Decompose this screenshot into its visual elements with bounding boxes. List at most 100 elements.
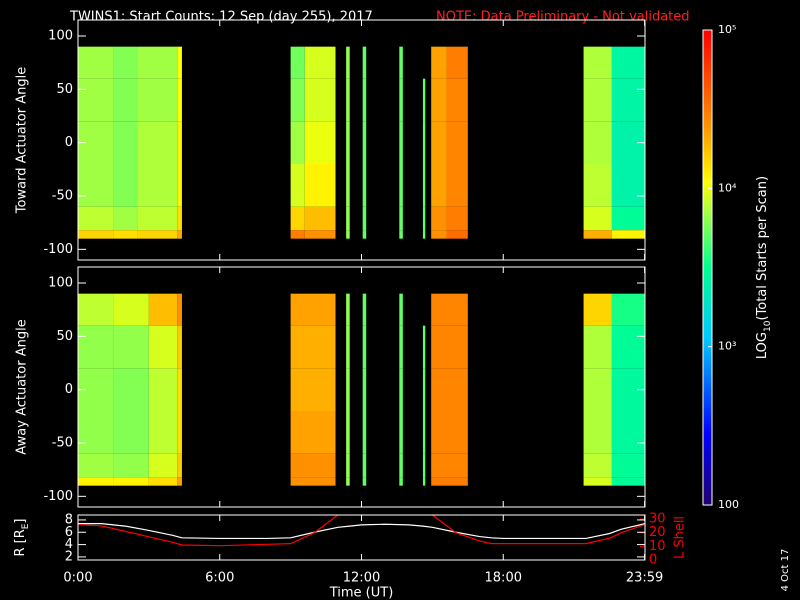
heatmap-cell bbox=[446, 78, 468, 122]
heatmap-cell bbox=[290, 78, 305, 122]
heatmap-cell bbox=[290, 121, 305, 164]
date-stamp: 4 Oct 17 bbox=[780, 549, 791, 592]
heatmap-cell bbox=[346, 121, 350, 164]
heatmap-cell bbox=[290, 477, 336, 486]
heatmap-cell bbox=[611, 411, 645, 454]
heatmap-cell bbox=[611, 46, 645, 79]
heatmap-cell bbox=[399, 325, 403, 369]
heatmap-cell bbox=[148, 411, 178, 454]
heatmap-cell bbox=[611, 230, 645, 239]
heatmap-cell bbox=[137, 164, 178, 207]
y-tick-label: 50 bbox=[56, 329, 73, 344]
colorbar-tick-label: 10³ bbox=[718, 340, 736, 353]
heatmap-cell bbox=[362, 230, 367, 239]
heatmap-cell bbox=[290, 293, 336, 326]
heatmap-cell bbox=[346, 368, 350, 411]
heatmap-cell bbox=[113, 164, 138, 207]
y-axis-label-part: R [R bbox=[13, 529, 28, 556]
heatmap-cell bbox=[148, 293, 178, 326]
panel-frame bbox=[77, 514, 646, 561]
y-axis-label: Toward Actuator Angle bbox=[15, 67, 30, 214]
heatmap-cell bbox=[431, 121, 447, 164]
y-tick-label: 4 bbox=[65, 537, 73, 552]
heatmap-cell bbox=[422, 477, 426, 486]
y-tick-label: -50 bbox=[52, 189, 73, 204]
heatmap-cell bbox=[113, 46, 138, 79]
heatmap-cell bbox=[399, 477, 403, 486]
heatmap-cell bbox=[137, 206, 178, 231]
colorbar-tick-label: 100 bbox=[718, 498, 739, 511]
heatmap-cell bbox=[177, 453, 182, 478]
heatmap-cell bbox=[583, 411, 612, 454]
heatmap-cell bbox=[78, 206, 114, 231]
heatmap-cell bbox=[137, 78, 178, 122]
y2-tick-label: 20 bbox=[649, 525, 666, 540]
x-tick-label: 23:59 bbox=[626, 571, 663, 586]
x-axis-label: Time (UT) bbox=[329, 586, 394, 600]
heatmap-cell bbox=[78, 164, 114, 207]
heatmap-cell bbox=[304, 230, 336, 239]
heatmap-cell bbox=[113, 230, 138, 239]
heatmap-cell bbox=[362, 453, 367, 478]
heatmap-cell bbox=[431, 46, 447, 79]
heatmap-cell bbox=[583, 78, 612, 122]
heatmap-cell bbox=[137, 230, 178, 239]
plot-area bbox=[78, 293, 645, 486]
heatmap-cell bbox=[78, 46, 114, 79]
heatmap-cell bbox=[399, 411, 403, 454]
y-axis-label: Away Actuator Angle bbox=[15, 319, 30, 454]
heatmap-cell bbox=[399, 121, 403, 164]
heatmap-cell bbox=[304, 121, 336, 164]
heatmap-cell bbox=[177, 477, 182, 486]
heatmap-cell bbox=[362, 368, 367, 411]
heatmap-cell bbox=[431, 325, 468, 369]
heatmap-cell bbox=[611, 206, 645, 231]
heatmap-cell bbox=[177, 78, 182, 122]
heatmap-cell bbox=[583, 46, 612, 79]
heatmap-cell bbox=[446, 46, 468, 79]
y-tick-label: 100 bbox=[48, 29, 73, 44]
y-axis-label-part: ] bbox=[13, 518, 28, 523]
heatmap-cell bbox=[583, 164, 612, 207]
panel-frame bbox=[77, 19, 646, 261]
heatmap-cell bbox=[148, 477, 178, 486]
heatmap-cell bbox=[362, 293, 367, 326]
heatmap-cell bbox=[583, 293, 612, 326]
heatmap-cell bbox=[346, 206, 350, 231]
heatmap-cell bbox=[583, 121, 612, 164]
heatmap-cell bbox=[177, 164, 182, 207]
heatmap-cell bbox=[290, 164, 305, 207]
heatmap-cell bbox=[422, 78, 426, 122]
heatmap-cell bbox=[290, 453, 336, 478]
heatmap-cell bbox=[177, 411, 182, 454]
y2-tick-label: 10 bbox=[649, 539, 666, 554]
panel-frame bbox=[77, 266, 646, 508]
colorbar-label-part: 10 bbox=[763, 320, 773, 332]
heatmap-cell bbox=[399, 293, 403, 326]
y2-tick-label: 0 bbox=[649, 553, 657, 568]
heatmap-cell bbox=[177, 325, 182, 369]
y-tick-label: 0 bbox=[65, 382, 73, 397]
heatmap-cell bbox=[78, 477, 114, 486]
data-line bbox=[78, 515, 339, 547]
heatmap-cell bbox=[362, 121, 367, 164]
heatmap-cell bbox=[362, 78, 367, 122]
heatmap-cell bbox=[346, 453, 350, 478]
x-tick-label: 18:00 bbox=[485, 571, 522, 586]
colorbar bbox=[702, 29, 713, 506]
heatmap-cell bbox=[446, 121, 468, 164]
y-tick-label: -50 bbox=[52, 436, 73, 451]
heatmap-cell bbox=[431, 368, 468, 411]
heatmap-cell bbox=[113, 453, 149, 478]
plot-area bbox=[78, 46, 645, 239]
heatmap-cell bbox=[113, 368, 149, 411]
heatmap-cell bbox=[304, 164, 336, 207]
y2-tick-label: 30 bbox=[649, 512, 666, 527]
heatmap-cell bbox=[148, 368, 178, 411]
heatmap-cell bbox=[431, 477, 468, 486]
heatmap-cell bbox=[446, 206, 468, 231]
y-tick-label: 50 bbox=[56, 82, 73, 97]
heatmap-cell bbox=[399, 164, 403, 207]
heatmap-cell bbox=[346, 293, 350, 326]
heatmap-cell bbox=[422, 453, 426, 478]
